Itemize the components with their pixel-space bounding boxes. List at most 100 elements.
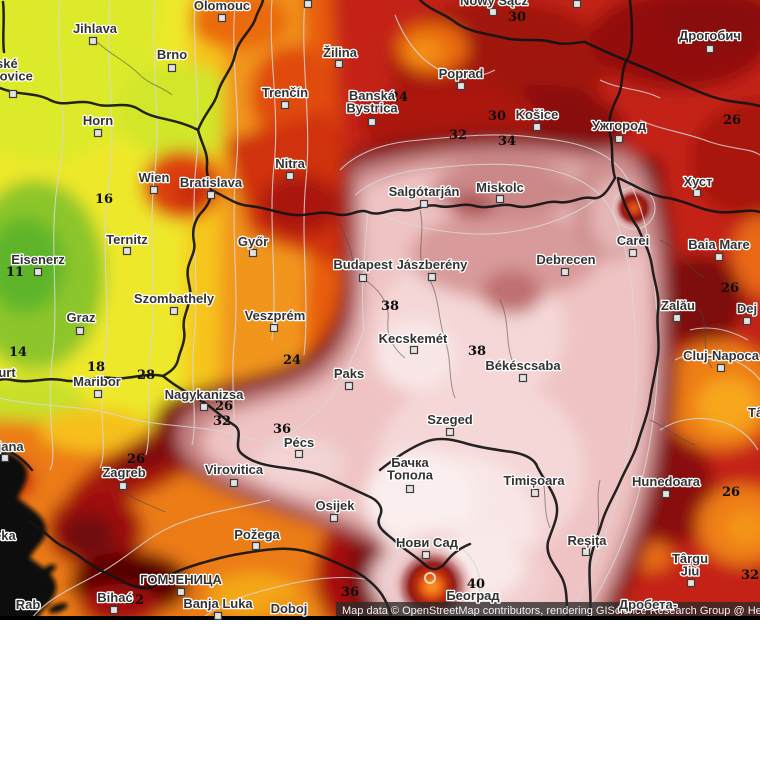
- city-label: Bystrica: [346, 101, 398, 116]
- city-marker: [419, 199, 429, 209]
- city: Дрогобич: [678, 27, 742, 54]
- city: Jászberény: [395, 256, 469, 282]
- city-label: jovice: [0, 69, 33, 84]
- contour-value-label: 11: [6, 265, 24, 280]
- city: Szombathely: [133, 290, 216, 316]
- city: Eisenerz: [10, 251, 67, 277]
- city: Banja Luka: [182, 595, 255, 620]
- city-label: furt: [0, 365, 16, 380]
- city: [572, 0, 582, 9]
- city-label: Rab: [16, 597, 41, 612]
- map-bottom-edge: [0, 616, 760, 620]
- city-marker: [742, 316, 752, 326]
- city-label: Paks: [334, 366, 364, 381]
- city-marker: [93, 128, 103, 138]
- city-label: Београд: [446, 588, 500, 603]
- city: [303, 0, 313, 9]
- city-marker: [518, 373, 528, 383]
- contour-value-label: 14: [9, 345, 27, 360]
- city: Poprad: [437, 65, 485, 91]
- city: Horn: [82, 112, 115, 138]
- city-label: Jiu: [681, 564, 700, 579]
- city-label: ljana: [0, 439, 24, 454]
- contour-value-label: 34: [498, 134, 516, 149]
- city: Београд: [445, 587, 502, 605]
- contour-value-label: 40: [467, 577, 485, 592]
- city: Zalău: [660, 297, 696, 323]
- city-marker: [692, 188, 702, 198]
- isotherm-contours: [0, 0, 760, 620]
- city-marker: [334, 59, 344, 69]
- city-marker: [217, 13, 227, 23]
- city-marker: [367, 117, 377, 127]
- city-label: Debrecen: [536, 252, 595, 267]
- city: Zagreb: [101, 464, 147, 491]
- contour-value-label: 38: [381, 299, 399, 314]
- temperature-field: [0, 0, 760, 620]
- city-marker: [33, 267, 43, 277]
- city: Salgótarján: [387, 183, 461, 209]
- city-label: Baia Mare: [688, 237, 749, 252]
- contour-value-label: 24: [390, 90, 408, 105]
- city: Rab: [14, 596, 41, 614]
- city-label: Kecskemét: [379, 331, 448, 346]
- city-marker: [8, 89, 18, 99]
- city-marker: [109, 605, 119, 615]
- city-marker: [280, 100, 290, 110]
- city-marker: [149, 185, 159, 195]
- city-label: Zagreb: [102, 465, 145, 480]
- contour-value-label: 26: [127, 452, 145, 467]
- city-label: Jászberény: [397, 257, 469, 272]
- contour-value-label: 30: [508, 10, 526, 25]
- city-label: Trenčín: [262, 85, 308, 100]
- city-label: Brno: [157, 47, 187, 62]
- city-label: Hunedoara: [632, 474, 701, 489]
- city-label: Jihlava: [73, 21, 118, 36]
- contour-value-label: 30: [488, 109, 506, 124]
- city-label: Virovitica: [205, 462, 264, 477]
- map-canvas[interactable]: Map data © OpenStreetMap contributors, r…: [0, 0, 760, 620]
- city-marker: [705, 44, 715, 54]
- city: Požega: [233, 526, 282, 551]
- city: Ternitz: [105, 231, 150, 256]
- city: Brno: [156, 46, 189, 73]
- city-label: Budapest: [333, 257, 393, 272]
- city: Budapest: [332, 256, 395, 283]
- city: Paks: [333, 365, 365, 391]
- city: Kecskemét: [377, 330, 449, 355]
- city-label: Osijek: [315, 498, 355, 513]
- city: Doboj: [269, 600, 308, 618]
- city-label: Maribor: [73, 374, 121, 389]
- city-marker: [167, 63, 177, 73]
- city-marker: [714, 252, 724, 262]
- city-label: Nitra: [275, 156, 305, 171]
- city-marker: [251, 541, 261, 551]
- city-marker: [628, 248, 638, 258]
- city-label: Košice: [516, 107, 559, 122]
- contour-value-label: 18: [87, 360, 105, 375]
- city-marker: [581, 547, 591, 557]
- city-marker: [661, 489, 671, 499]
- city-label: Нови Сад: [396, 535, 459, 550]
- contour-value-label: 16: [95, 192, 113, 207]
- city: Pécs: [283, 434, 315, 459]
- city-label: Miskolc: [476, 180, 524, 195]
- city-marker: [88, 36, 98, 46]
- city-label: Žilina: [323, 45, 358, 60]
- city-marker: [303, 0, 313, 9]
- city: ГОМЈЕНИЦА: [139, 571, 224, 597]
- city-label: Salgótarján: [389, 184, 460, 199]
- city-label: Nowy Sącz: [460, 0, 528, 8]
- city-marker: [614, 134, 624, 144]
- city: Graz: [65, 309, 97, 336]
- city-label: Olomouc: [194, 0, 250, 13]
- city-marker: [176, 587, 186, 597]
- contour-value-label: 32: [213, 414, 231, 429]
- city-marker: [75, 326, 85, 336]
- city-label: Zalău: [661, 298, 695, 313]
- city-label: Дробета-: [619, 597, 677, 612]
- city: Nowy Sącz: [459, 0, 530, 17]
- temperature-map[interactable]: Map data © OpenStreetMap contributors, r…: [0, 0, 760, 620]
